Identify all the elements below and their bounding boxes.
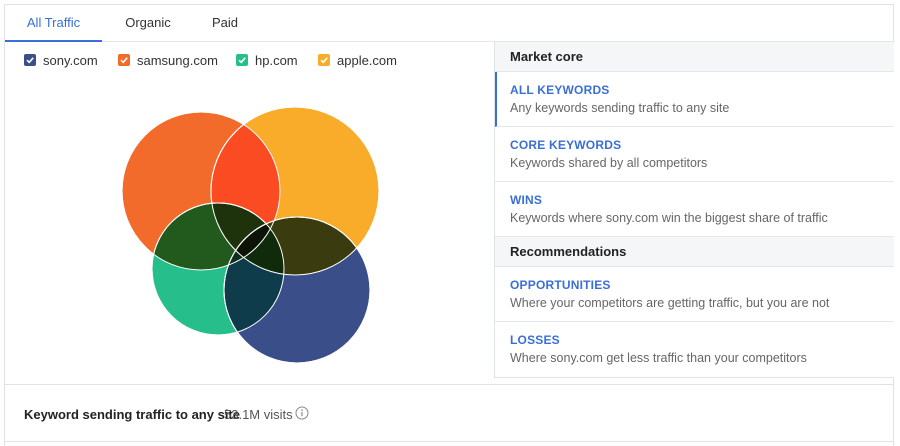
legend-item-samsung[interactable]: samsung.com	[118, 52, 218, 68]
legend-item-apple[interactable]: apple.com	[318, 52, 397, 68]
checkbox-checked-icon[interactable]	[318, 54, 330, 66]
segment-core-keywords[interactable]: CORE KEYWORDS Keywords shared by all com…	[495, 127, 894, 182]
tab-organic[interactable]: Organic	[125, 15, 171, 30]
legend-label: hp.com	[255, 52, 298, 68]
segment-wins[interactable]: WINS Keywords where sony.com win the big…	[495, 182, 894, 237]
keyword-gap-widget: All Traffic Organic Paid sony.com samsun…	[4, 4, 894, 446]
segment-description: Where your competitors are getting traff…	[510, 296, 830, 310]
keyword-segments-panel: Market core ALL KEYWORDS Any keywords se…	[494, 42, 894, 378]
info-icon[interactable]	[295, 406, 309, 420]
checkbox-checked-icon[interactable]	[236, 54, 248, 66]
summary-bar: Keyword sending traffic to any site 53.1…	[5, 384, 893, 442]
segment-title: ALL KEYWORDS	[510, 83, 610, 97]
checkbox-checked-icon[interactable]	[24, 54, 36, 66]
legend-label: apple.com	[337, 52, 397, 68]
tab-all-traffic[interactable]: All Traffic	[5, 5, 102, 42]
segment-title: OPPORTUNITIES	[510, 278, 611, 292]
market-core-heading: Market core	[495, 42, 894, 72]
summary-visits: 53.1M visits	[224, 407, 293, 422]
checkbox-checked-icon[interactable]	[118, 54, 130, 66]
recommendations-heading: Recommendations	[495, 237, 894, 267]
legend-item-sony[interactable]: sony.com	[24, 52, 98, 68]
segment-title: CORE KEYWORDS	[510, 138, 622, 152]
legend-label: sony.com	[43, 52, 98, 68]
segment-title: LOSSES	[510, 333, 560, 347]
venn-outlines	[121, 106, 380, 364]
segment-all-keywords[interactable]: ALL KEYWORDS Any keywords sending traffi…	[495, 72, 894, 127]
segment-opportunities[interactable]: OPPORTUNITIES Where your competitors are…	[495, 267, 894, 322]
segment-description: Keywords where sony.com win the biggest …	[510, 211, 828, 225]
segment-description: Keywords shared by all competitors	[510, 156, 708, 170]
segment-losses[interactable]: LOSSES Where sony.com get less traffic t…	[495, 322, 894, 377]
legend-label: samsung.com	[137, 52, 218, 68]
segment-description: Any keywords sending traffic to any site	[510, 101, 730, 115]
legend-item-hp[interactable]: hp.com	[236, 52, 298, 68]
segment-description: Where sony.com get less traffic than you…	[510, 351, 807, 365]
segment-title: WINS	[510, 193, 543, 207]
summary-label: Keyword sending traffic to any site	[24, 407, 240, 422]
traffic-tabs: All Traffic Organic Paid	[5, 5, 893, 42]
tab-paid[interactable]: Paid	[211, 15, 239, 30]
venn-diagram[interactable]	[105, 90, 395, 380]
